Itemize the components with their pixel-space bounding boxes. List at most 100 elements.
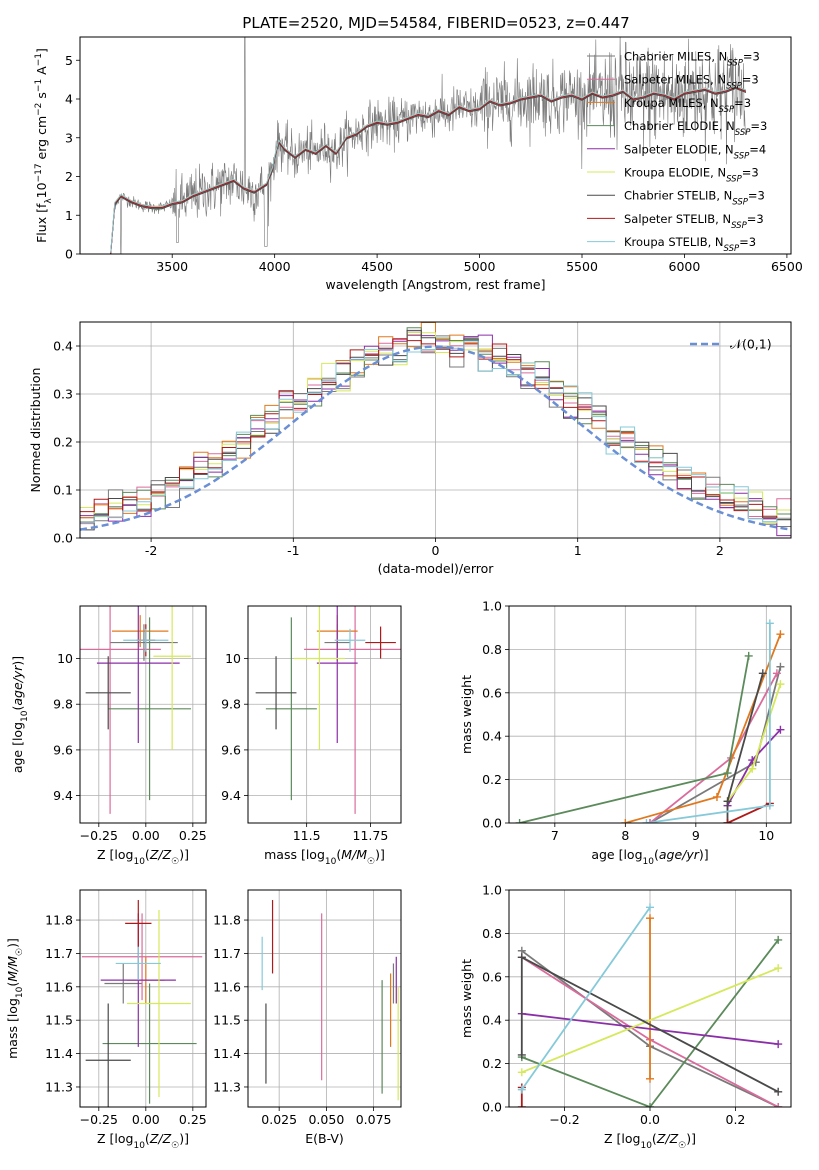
y-tick-label: 9.6 <box>53 742 73 757</box>
x-tick-label: 9 <box>692 828 700 843</box>
y-tick-label: 11.7 <box>45 946 73 961</box>
weight-marker-4 <box>774 1040 783 1049</box>
legend-entry-normal: 𝒩(0,1) <box>730 337 772 352</box>
weight-marker-8 <box>517 1085 526 1094</box>
plot-area-massweight-vs-age <box>509 606 791 823</box>
y-tick-label: 1.0 <box>482 883 502 898</box>
y-tick-label: 9.8 <box>53 697 73 712</box>
histogram-step-2 <box>80 322 791 520</box>
x-tick-label: 10 <box>758 828 774 843</box>
axes-frame <box>79 36 792 255</box>
y-tick-label: 0.0 <box>482 1100 502 1115</box>
weight-line-5 <box>521 967 779 1074</box>
y-tick-label: 0.4 <box>482 729 502 744</box>
y-tick-label: 0.6 <box>482 969 502 984</box>
x-tick-label: 0.050 <box>308 1112 344 1127</box>
legend-entry-5: Kroupa ELODIE, NSSP=3 <box>624 166 759 185</box>
weight-marker-8 <box>765 801 774 810</box>
x-tick-label: 5500 <box>566 259 598 274</box>
plot-area-age-vs-mass <box>248 606 401 823</box>
y-axis-label-mass-vs-Z: mass [log10(M/M☉)] <box>5 938 25 1059</box>
y-tick-label: 11.7 <box>213 946 241 961</box>
plot-area-age-vs-Z <box>80 606 206 823</box>
y-tick-label: 11.6 <box>213 979 241 994</box>
residual-y-label: Normed distribution <box>28 368 43 493</box>
y-tick-label: 11.5 <box>45 1013 73 1028</box>
weight-marker-2 <box>646 1074 654 1083</box>
y-tick-label: 4 <box>65 92 73 107</box>
y-tick-label: 0.2 <box>482 1056 502 1071</box>
weight-line-1 <box>649 672 778 823</box>
y-tick-label: 0.0 <box>53 531 73 546</box>
x-tick-label: 11.5 <box>293 828 321 843</box>
panel-age-vs-Z: −0.25 0.00 0.25 9.4 9.6 9.8 10 Z [log10(Z/Z☉)] a… <box>10 605 207 867</box>
x-tick-label: 5000 <box>464 259 496 274</box>
weight-marker-5 <box>776 680 785 689</box>
panel-mass-vs-Z: −0.25 0.00 0.25 11.3 11.4 11.5 11.6 11.7 11.8 Z [… <box>5 889 207 1151</box>
x-tick-label: 11.75 <box>353 828 389 843</box>
x-tick-label: 3500 <box>156 259 188 274</box>
y-tick-label: 11.3 <box>45 1079 73 1094</box>
panel-massweight-vs-Z: −0.2 0.0 0.2 0.0 0.2 0.4 0.6 0.8 1.0 Z [log10(Z/Z… <box>459 883 792 1151</box>
panel-age-vs-mass: 11.5 11.75 9.4 9.6 9.8 10 mass [log10(M/M☉)] <box>221 605 402 867</box>
weight-marker-7 <box>517 1103 526 1107</box>
x-tick-label: 0 <box>432 543 440 558</box>
x-axis-label-mass-vs-ebv: E(B-V) <box>305 1131 344 1146</box>
weight-line-3 <box>521 939 779 1107</box>
x-axis-label-mass-vs-Z: Z [log10(Z/Z☉)] <box>97 1131 189 1151</box>
x-tick-label: 0.00 <box>132 1112 160 1127</box>
y-axis-label-massweight-vs-Z: mass weight <box>459 959 474 1038</box>
weight-marker-6 <box>723 797 732 806</box>
x-tick-label: 4000 <box>259 259 291 274</box>
weight-marker-8 <box>642 819 651 823</box>
legend-entry-0: Chabrier MILES, NSSP=3 <box>624 50 760 69</box>
axes-frame <box>508 605 792 824</box>
histogram-step-8 <box>80 340 791 524</box>
x-tick-label: 7 <box>551 828 559 843</box>
spectrum-y-label: Flux [fλ10−17 erg cm−2 s−1 A−1] <box>34 48 54 243</box>
y-tick-label: 0.2 <box>53 435 73 450</box>
histogram-step-5 <box>80 331 791 524</box>
plot-area-massweight-vs-Z <box>509 890 791 1107</box>
plot-area-residuals <box>80 322 791 538</box>
weight-marker-1 <box>774 1103 783 1107</box>
y-tick-label: 9.6 <box>221 742 241 757</box>
panel-mass-vs-ebv: 0.025 0.050 0.075 11.3 11.4 11.5 11.6 11.7 11.8 E… <box>213 889 402 1146</box>
weight-marker-6 <box>758 669 767 678</box>
weight-marker-2 <box>776 630 785 639</box>
y-tick-label: 9.4 <box>53 788 73 803</box>
x-tick-label: 0.25 <box>179 828 207 843</box>
legend-entry-3: Chabrier ELODIE, NSSP=3 <box>624 119 767 138</box>
weight-marker-5 <box>774 964 783 973</box>
y-tick-label: 1 <box>65 208 73 223</box>
residual-legend: 𝒩(0,1) <box>690 337 772 352</box>
y-tick-label: 11.3 <box>213 1079 241 1094</box>
x-axis-label-age-vs-mass: mass [log10(M/M☉)] <box>264 847 385 867</box>
residual-x-label: (data-model)/error <box>378 561 495 576</box>
y-tick-label: 5 <box>65 53 73 68</box>
figure-title: PLATE=2520, MJD=54584, FIBERID=0523, z=0… <box>242 14 629 32</box>
weight-marker-3 <box>723 769 732 778</box>
axes-frame <box>79 889 207 1108</box>
y-tick-label: 0.8 <box>482 926 502 941</box>
weight-marker-6 <box>774 1087 783 1096</box>
plot-area-spectrum <box>110 37 747 254</box>
y-tick-label: 3 <box>65 130 73 145</box>
weight-marker-7 <box>723 819 732 823</box>
y-tick-label: 0.4 <box>53 339 73 354</box>
x-tick-label: 0.0 <box>640 1112 660 1127</box>
y-tick-label: 0 <box>65 247 73 262</box>
weight-line-4 <box>726 729 782 807</box>
axes-frame <box>247 889 402 1108</box>
model-line-6 <box>110 88 747 254</box>
legend-entry-8: Kroupa STELIB, NSSP=3 <box>624 235 756 254</box>
y-tick-label: 0.8 <box>482 642 502 657</box>
x-axis-label-age-vs-Z: Z [log10(Z/Z☉)] <box>97 847 189 867</box>
y-tick-label: 1.0 <box>482 599 502 614</box>
weight-marker-8 <box>646 903 654 912</box>
x-tick-label: 0.00 <box>132 828 160 843</box>
weight-marker-2 <box>621 819 630 823</box>
legend-entry-4: Salpeter ELODIE, NSSP=4 <box>624 142 766 161</box>
plot-area-mass-vs-Z <box>80 890 206 1107</box>
